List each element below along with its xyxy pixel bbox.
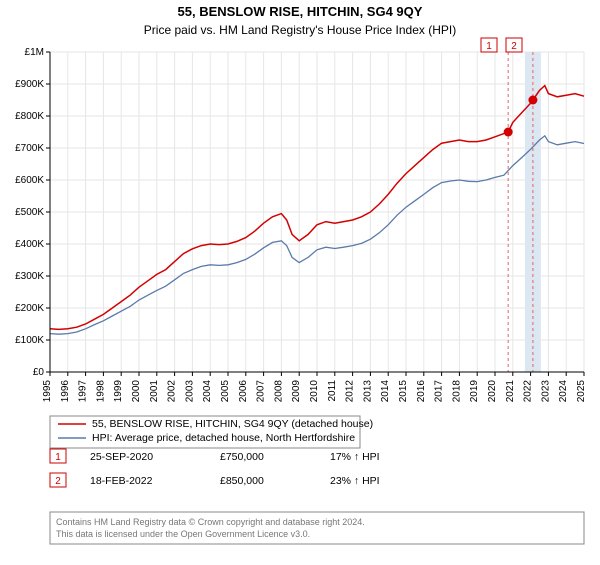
tx-delta: 17% ↑ HPI	[330, 451, 380, 463]
tx-price: £750,000	[220, 451, 264, 463]
legend-label: HPI: Average price, detached house, Nort…	[92, 432, 355, 444]
x-tick-label: 2002	[167, 380, 178, 403]
x-tick-label: 1999	[113, 380, 124, 403]
marker-number: 1	[486, 41, 492, 52]
chart-subtitle: Price paid vs. HM Land Registry's House …	[144, 23, 456, 37]
legend-label: 55, BENSLOW RISE, HITCHIN, SG4 9QY (deta…	[92, 418, 373, 430]
x-tick-label: 2022	[523, 380, 534, 403]
x-tick-label: 2007	[256, 380, 267, 403]
y-tick-label: £100K	[15, 335, 44, 346]
chart-title: 55, BENSLOW RISE, HITCHIN, SG4 9QY	[178, 4, 423, 19]
y-tick-label: £600K	[15, 175, 44, 186]
marker-dot	[504, 128, 513, 137]
y-tick-label: £800K	[15, 111, 44, 122]
tx-price: £850,000	[220, 475, 264, 487]
x-tick-label: 2000	[131, 380, 142, 403]
price-chart: 55, BENSLOW RISE, HITCHIN, SG4 9QY Price …	[0, 0, 600, 560]
x-tick-label: 2025	[576, 380, 587, 403]
x-tick-label: 2001	[149, 380, 160, 403]
x-tick-label: 2023	[540, 380, 551, 403]
tx-date: 25-SEP-2020	[90, 451, 153, 463]
x-tick-label: 2021	[505, 380, 516, 403]
x-tick-label: 2016	[416, 380, 427, 403]
x-tick-label: 1998	[95, 380, 106, 403]
footer-line: Contains HM Land Registry data © Crown c…	[56, 517, 365, 527]
x-tick-label: 2017	[434, 380, 445, 403]
y-tick-label: £400K	[15, 239, 44, 250]
tx-date: 18-FEB-2022	[90, 475, 153, 487]
x-tick-label: 2015	[398, 380, 409, 403]
y-tick-label: £0	[33, 367, 45, 378]
tx-marker-number: 1	[55, 452, 61, 463]
y-tick-label: £500K	[15, 207, 44, 218]
y-tick-label: £1M	[25, 47, 44, 58]
x-tick-label: 1996	[60, 380, 71, 403]
x-tick-label: 2018	[451, 380, 462, 403]
x-tick-label: 2010	[309, 380, 320, 403]
x-tick-label: 2003	[184, 380, 195, 403]
tx-marker-number: 2	[55, 476, 61, 487]
marker-number: 2	[511, 41, 517, 52]
y-tick-label: £300K	[15, 271, 44, 282]
x-tick-label: 2005	[220, 380, 231, 403]
x-tick-label: 2009	[291, 380, 302, 403]
y-tick-label: £200K	[15, 303, 44, 314]
x-tick-label: 2014	[380, 380, 391, 403]
y-tick-label: £900K	[15, 79, 44, 90]
tx-delta: 23% ↑ HPI	[330, 475, 380, 487]
footer-line: This data is licensed under the Open Gov…	[56, 529, 310, 539]
marker-dot	[528, 96, 537, 105]
x-tick-label: 2008	[273, 380, 284, 403]
x-tick-label: 1997	[78, 380, 89, 403]
x-tick-label: 2012	[345, 380, 356, 403]
x-tick-label: 2013	[362, 380, 373, 403]
x-tick-label: 2019	[469, 380, 480, 403]
x-tick-label: 2020	[487, 380, 498, 403]
x-tick-label: 1995	[42, 380, 53, 403]
x-tick-label: 2006	[238, 380, 249, 403]
x-tick-label: 2024	[558, 380, 569, 403]
x-tick-label: 2011	[327, 380, 338, 402]
y-tick-label: £700K	[15, 143, 44, 154]
x-tick-label: 2004	[202, 380, 213, 403]
